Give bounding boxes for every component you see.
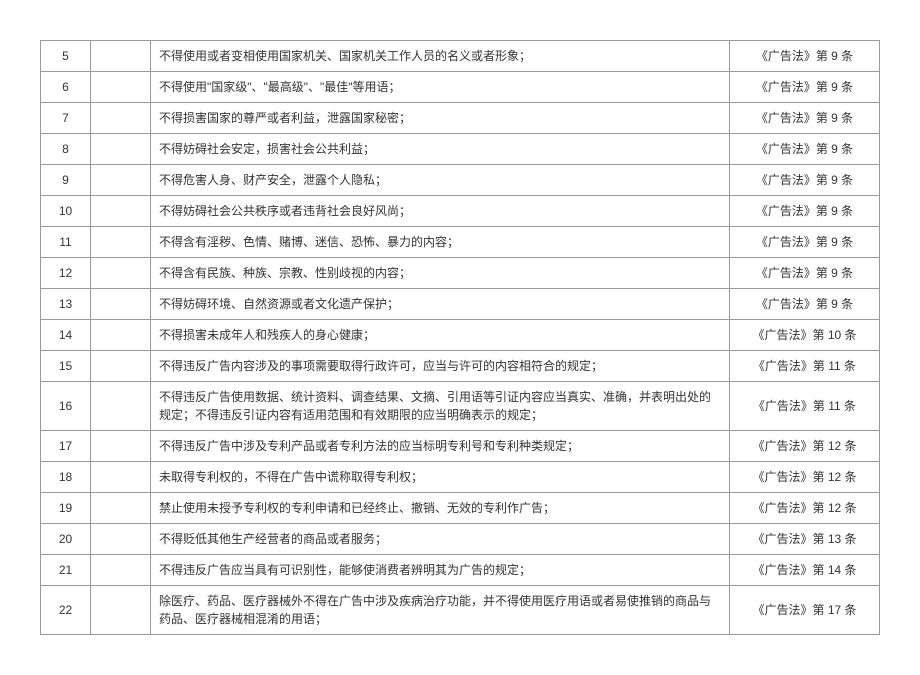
table-row: 9 不得危害人身、财产安全，泄露个人隐私；《广告法》第 9 条 xyxy=(41,165,880,196)
blank-cell xyxy=(91,320,151,351)
reference-cell: 《广告法》第 9 条 xyxy=(730,103,880,134)
blank-cell xyxy=(91,586,151,635)
reference-cell: 《广告法》第 10 条 xyxy=(730,320,880,351)
content-cell: 未取得专利权的，不得在广告中谎称取得专利权； xyxy=(151,462,730,493)
row-number: 20 xyxy=(41,524,91,555)
reference-cell: 《广告法》第 11 条 xyxy=(730,382,880,431)
content-cell: 不得违反广告使用数据、统计资料、调查结果、文摘、引用语等引证内容应当真实、准确，… xyxy=(151,382,730,431)
content-cell: 不得使用"国家级"、"最高级"、"最佳"等用语； xyxy=(151,72,730,103)
row-number: 13 xyxy=(41,289,91,320)
content-cell: 不得贬低其他生产经营者的商品或者服务； xyxy=(151,524,730,555)
table-row: 11 不得含有淫秽、色情、赌博、迷信、恐怖、暴力的内容；《广告法》第 9 条 xyxy=(41,227,880,258)
content-cell: 不得违反广告应当具有可识别性，能够使消费者辨明其为广告的规定； xyxy=(151,555,730,586)
table-row: 20 不得贬低其他生产经营者的商品或者服务；《广告法》第 13 条 xyxy=(41,524,880,555)
reference-cell: 《广告法》第 13 条 xyxy=(730,524,880,555)
table-row: 12 不得含有民族、种族、宗教、性别歧视的内容；《广告法》第 9 条 xyxy=(41,258,880,289)
reference-cell: 《广告法》第 9 条 xyxy=(730,134,880,165)
row-number: 16 xyxy=(41,382,91,431)
table-row: 10 不得妨碍社会公共秩序或者违背社会良好风尚；《广告法》第 9 条 xyxy=(41,196,880,227)
blank-cell xyxy=(91,431,151,462)
table-row: 6 不得使用"国家级"、"最高级"、"最佳"等用语；《广告法》第 9 条 xyxy=(41,72,880,103)
row-number: 22 xyxy=(41,586,91,635)
content-cell: 不得妨碍社会安定，损害社会公共利益； xyxy=(151,134,730,165)
content-cell: 不得含有民族、种族、宗教、性别歧视的内容； xyxy=(151,258,730,289)
reference-cell: 《广告法》第 9 条 xyxy=(730,72,880,103)
row-number: 12 xyxy=(41,258,91,289)
reference-cell: 《广告法》第 12 条 xyxy=(730,493,880,524)
reference-cell: 《广告法》第 9 条 xyxy=(730,289,880,320)
content-cell: 除医疗、药品、医疗器械外不得在广告中涉及疾病治疗功能，并不得使用医疗用语或者易使… xyxy=(151,586,730,635)
table-row: 16 不得违反广告使用数据、统计资料、调查结果、文摘、引用语等引证内容应当真实、准… xyxy=(41,382,880,431)
reference-cell: 《广告法》第 14 条 xyxy=(730,555,880,586)
regulation-table: 5不得使用或者变相使用国家机关、国家机关工作人员的名义或者形象；《广告法》第 9… xyxy=(40,40,880,635)
reference-cell: 《广告法》第 9 条 xyxy=(730,227,880,258)
blank-cell xyxy=(91,196,151,227)
reference-cell: 《广告法》第 12 条 xyxy=(730,462,880,493)
reference-cell: 《广告法》第 17 条 xyxy=(730,586,880,635)
row-number: 18 xyxy=(41,462,91,493)
blank-cell xyxy=(91,165,151,196)
content-cell: 不得使用或者变相使用国家机关、国家机关工作人员的名义或者形象； xyxy=(151,41,730,72)
blank-cell xyxy=(91,289,151,320)
reference-cell: 《广告法》第 9 条 xyxy=(730,258,880,289)
blank-cell xyxy=(91,462,151,493)
content-cell: 禁止使用未授予专利权的专利申请和已经终止、撤销、无效的专利作广告； xyxy=(151,493,730,524)
table-row: 5 不得使用或者变相使用国家机关、国家机关工作人员的名义或者形象；《广告法》第 9… xyxy=(41,41,880,72)
row-number: 14 xyxy=(41,320,91,351)
blank-cell xyxy=(91,134,151,165)
row-number: 10 xyxy=(41,196,91,227)
row-number: 7 xyxy=(41,103,91,134)
row-number: 17 xyxy=(41,431,91,462)
content-cell: 不得损害国家的尊严或者利益，泄露国家秘密； xyxy=(151,103,730,134)
row-number: 6 xyxy=(41,72,91,103)
table-row: 17 不得违反广告中涉及专利产品或者专利方法的应当标明专利号和专利种类规定；《广告… xyxy=(41,431,880,462)
table-row: 22 除医疗、药品、医疗器械外不得在广告中涉及疾病治疗功能，并不得使用医疗用语或者… xyxy=(41,586,880,635)
blank-cell xyxy=(91,227,151,258)
content-cell: 不得妨碍环境、自然资源或者文化遗产保护； xyxy=(151,289,730,320)
blank-cell xyxy=(91,258,151,289)
content-cell: 不得违反广告中涉及专利产品或者专利方法的应当标明专利号和专利种类规定； xyxy=(151,431,730,462)
table-row: 19 禁止使用未授予专利权的专利申请和已经终止、撤销、无效的专利作广告；《广告法》… xyxy=(41,493,880,524)
reference-cell: 《广告法》第 12 条 xyxy=(730,431,880,462)
blank-cell xyxy=(91,524,151,555)
row-number: 19 xyxy=(41,493,91,524)
row-number: 15 xyxy=(41,351,91,382)
content-cell: 不得损害未成年人和残疾人的身心健康； xyxy=(151,320,730,351)
reference-cell: 《广告法》第 9 条 xyxy=(730,165,880,196)
table-row: 15 不得违反广告内容涉及的事项需要取得行政许可，应当与许可的内容相符合的规定；《… xyxy=(41,351,880,382)
reference-cell: 《广告法》第 9 条 xyxy=(730,41,880,72)
row-number: 5 xyxy=(41,41,91,72)
blank-cell xyxy=(91,72,151,103)
table-row: 13 不得妨碍环境、自然资源或者文化遗产保护；《广告法》第 9 条 xyxy=(41,289,880,320)
row-number: 8 xyxy=(41,134,91,165)
table-row: 18 未取得专利权的，不得在广告中谎称取得专利权；《广告法》第 12 条 xyxy=(41,462,880,493)
blank-cell xyxy=(91,493,151,524)
row-number: 21 xyxy=(41,555,91,586)
table-row: 14 不得损害未成年人和残疾人的身心健康；《广告法》第 10 条 xyxy=(41,320,880,351)
content-cell: 不得危害人身、财产安全，泄露个人隐私； xyxy=(151,165,730,196)
reference-cell: 《广告法》第 9 条 xyxy=(730,196,880,227)
table-row: 8 不得妨碍社会安定，损害社会公共利益；《广告法》第 9 条 xyxy=(41,134,880,165)
content-cell: 不得违反广告内容涉及的事项需要取得行政许可，应当与许可的内容相符合的规定； xyxy=(151,351,730,382)
table-row: 7 不得损害国家的尊严或者利益，泄露国家秘密；《广告法》第 9 条 xyxy=(41,103,880,134)
blank-cell xyxy=(91,382,151,431)
blank-cell xyxy=(91,351,151,382)
blank-cell xyxy=(91,555,151,586)
blank-cell xyxy=(91,103,151,134)
reference-cell: 《广告法》第 11 条 xyxy=(730,351,880,382)
table-row: 21 不得违反广告应当具有可识别性，能够使消费者辨明其为广告的规定；《广告法》第 … xyxy=(41,555,880,586)
content-cell: 不得含有淫秽、色情、赌博、迷信、恐怖、暴力的内容； xyxy=(151,227,730,258)
content-cell: 不得妨碍社会公共秩序或者违背社会良好风尚； xyxy=(151,196,730,227)
row-number: 9 xyxy=(41,165,91,196)
row-number: 11 xyxy=(41,227,91,258)
blank-cell xyxy=(91,41,151,72)
